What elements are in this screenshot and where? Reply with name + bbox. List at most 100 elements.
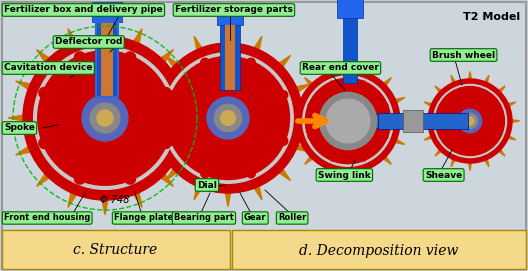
Polygon shape: [278, 56, 290, 69]
Polygon shape: [506, 135, 516, 140]
Text: Rear end cover: Rear end cover: [302, 63, 379, 73]
Text: d. Decomposition view: d. Decomposition view: [299, 244, 459, 257]
Circle shape: [34, 47, 176, 189]
Polygon shape: [8, 115, 25, 121]
Polygon shape: [346, 60, 350, 71]
Text: Swing link: Swing link: [318, 170, 371, 179]
Text: c. Structure: c. Structure: [73, 244, 157, 257]
Polygon shape: [253, 184, 262, 200]
Polygon shape: [484, 157, 489, 167]
Polygon shape: [325, 64, 331, 76]
Text: Fertilizer box and delivery pipe: Fertilizer box and delivery pipe: [4, 5, 163, 15]
Polygon shape: [36, 50, 51, 64]
Circle shape: [214, 104, 242, 132]
Polygon shape: [36, 172, 51, 186]
Text: Deflector rod: Deflector rod: [55, 37, 122, 47]
FancyBboxPatch shape: [92, 2, 122, 22]
FancyBboxPatch shape: [343, 18, 357, 83]
Polygon shape: [435, 86, 443, 94]
Polygon shape: [102, 21, 108, 38]
Polygon shape: [398, 119, 409, 123]
Polygon shape: [510, 119, 520, 123]
Polygon shape: [159, 172, 173, 186]
Polygon shape: [68, 191, 78, 207]
Polygon shape: [16, 81, 32, 91]
Polygon shape: [146, 84, 162, 93]
Polygon shape: [506, 102, 516, 107]
Polygon shape: [159, 50, 173, 64]
Polygon shape: [68, 29, 78, 45]
Polygon shape: [424, 135, 433, 140]
FancyBboxPatch shape: [343, 114, 428, 128]
Polygon shape: [346, 171, 350, 182]
FancyBboxPatch shape: [2, 230, 230, 269]
FancyBboxPatch shape: [220, 25, 240, 90]
Polygon shape: [301, 115, 316, 121]
Circle shape: [23, 36, 187, 200]
Circle shape: [97, 110, 113, 126]
Polygon shape: [451, 157, 456, 167]
FancyBboxPatch shape: [403, 110, 423, 132]
Circle shape: [221, 111, 235, 125]
Polygon shape: [291, 98, 303, 104]
FancyBboxPatch shape: [101, 22, 113, 97]
Polygon shape: [194, 184, 203, 200]
Polygon shape: [225, 30, 231, 45]
Circle shape: [458, 109, 482, 133]
Circle shape: [163, 53, 293, 183]
Polygon shape: [451, 75, 456, 85]
Polygon shape: [382, 155, 391, 164]
Polygon shape: [194, 36, 203, 52]
Polygon shape: [305, 155, 314, 164]
Circle shape: [38, 51, 172, 185]
Polygon shape: [16, 146, 32, 155]
Text: Bearing part: Bearing part: [174, 214, 234, 222]
Polygon shape: [165, 167, 178, 180]
Polygon shape: [278, 167, 290, 180]
Polygon shape: [146, 143, 162, 152]
FancyBboxPatch shape: [232, 230, 526, 269]
Circle shape: [463, 113, 478, 129]
Circle shape: [166, 56, 289, 179]
Text: Sheave: Sheave: [425, 170, 462, 179]
Circle shape: [305, 78, 391, 164]
Polygon shape: [225, 191, 231, 207]
Polygon shape: [305, 78, 314, 87]
Circle shape: [436, 86, 504, 156]
Polygon shape: [435, 148, 443, 156]
FancyBboxPatch shape: [2, 2, 526, 269]
Text: Cavitation device: Cavitation device: [4, 63, 92, 73]
FancyBboxPatch shape: [378, 113, 468, 129]
Text: Fertilizer storage parts: Fertilizer storage parts: [175, 5, 293, 15]
Circle shape: [303, 76, 393, 166]
Polygon shape: [424, 102, 433, 107]
FancyBboxPatch shape: [217, 7, 243, 25]
Circle shape: [207, 97, 249, 139]
Text: Roller: Roller: [278, 214, 306, 222]
Polygon shape: [497, 148, 505, 156]
Circle shape: [319, 92, 376, 150]
Circle shape: [326, 99, 370, 143]
Polygon shape: [420, 119, 430, 123]
Polygon shape: [468, 72, 472, 81]
Polygon shape: [365, 166, 372, 178]
FancyBboxPatch shape: [225, 25, 235, 90]
Text: Spoke: Spoke: [4, 124, 35, 133]
Polygon shape: [102, 198, 108, 215]
Polygon shape: [133, 191, 142, 207]
Polygon shape: [468, 161, 472, 170]
Polygon shape: [382, 78, 391, 87]
Text: Front end housing: Front end housing: [4, 214, 90, 222]
Polygon shape: [294, 84, 310, 93]
Text: Gear: Gear: [244, 214, 267, 222]
Text: Brush wheel: Brush wheel: [432, 50, 495, 60]
Text: Flange plate: Flange plate: [114, 214, 173, 222]
Circle shape: [82, 95, 128, 141]
Text: Dial: Dial: [197, 180, 217, 189]
Circle shape: [428, 79, 512, 163]
Text: Φ 748: Φ 748: [100, 195, 130, 205]
Text: T2 Model: T2 Model: [463, 12, 520, 22]
Circle shape: [153, 43, 303, 193]
Circle shape: [90, 103, 120, 133]
Circle shape: [433, 85, 506, 157]
